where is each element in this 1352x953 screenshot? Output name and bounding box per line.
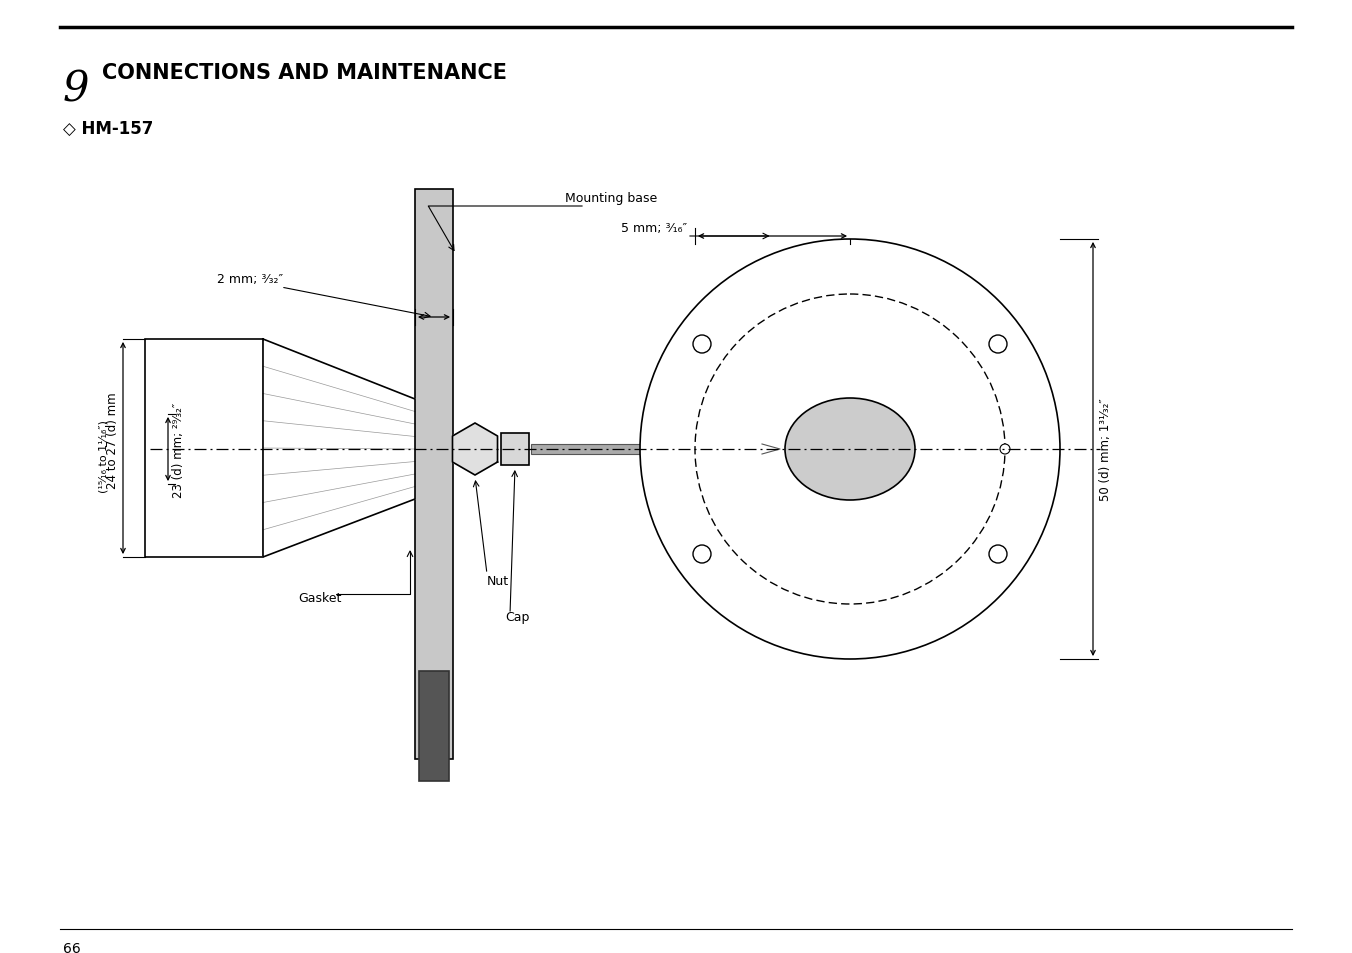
- Circle shape: [990, 335, 1007, 354]
- Text: 2 mm; ³⁄₃₂″: 2 mm; ³⁄₃₂″: [216, 273, 283, 286]
- Ellipse shape: [786, 398, 915, 500]
- Text: 5 mm; ³⁄₁₆″: 5 mm; ³⁄₁₆″: [621, 222, 687, 234]
- Bar: [415, 190, 453, 760]
- Text: CONNECTIONS AND MAINTENANCE: CONNECTIONS AND MAINTENANCE: [101, 63, 507, 83]
- Text: Gasket: Gasket: [297, 592, 341, 604]
- Text: ◇ HM-157: ◇ HM-157: [64, 120, 153, 138]
- Text: 23 (d) mm; ²⁹⁄₃₂″: 23 (d) mm; ²⁹⁄₃₂″: [172, 402, 185, 497]
- Bar: [419, 671, 449, 781]
- Text: Nut: Nut: [487, 575, 510, 587]
- Circle shape: [694, 545, 711, 563]
- Text: (¹⁵⁄₁₆ to 1¹⁄₁₆″): (¹⁵⁄₁₆ to 1¹⁄₁₆″): [97, 420, 108, 493]
- Bar: [145, 339, 264, 558]
- Polygon shape: [453, 423, 498, 476]
- Bar: [531, 444, 763, 455]
- Text: 50 (d) mm; 1³¹⁄₃₂″: 50 (d) mm; 1³¹⁄₃₂″: [1099, 398, 1111, 501]
- Bar: [502, 434, 529, 465]
- Circle shape: [990, 545, 1007, 563]
- Text: 66: 66: [64, 941, 81, 953]
- Polygon shape: [763, 444, 780, 455]
- Circle shape: [639, 240, 1060, 659]
- Text: 9: 9: [64, 68, 89, 110]
- Circle shape: [1000, 444, 1010, 455]
- Text: Cap: Cap: [506, 611, 530, 624]
- Text: 24 to 27 (d) mm: 24 to 27 (d) mm: [105, 393, 119, 489]
- Circle shape: [694, 335, 711, 354]
- Polygon shape: [264, 339, 415, 558]
- Text: Mounting base: Mounting base: [565, 192, 657, 205]
